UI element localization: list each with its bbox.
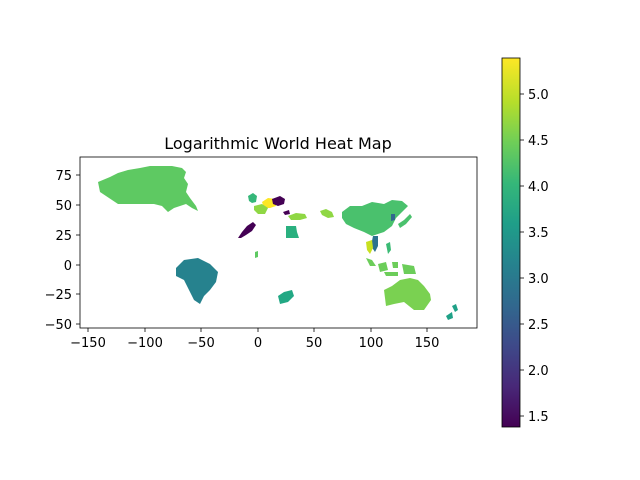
colorbar-tick-label: 2.0 <box>528 364 549 379</box>
region-eastern-europe-2 <box>283 210 290 215</box>
region-morocco <box>238 222 256 238</box>
region-iceland <box>248 193 257 203</box>
y-tick-label: −25 <box>45 288 72 303</box>
colorbar-frame <box>501 57 521 428</box>
x-tick-label: 0 <box>254 336 262 351</box>
colorbar-tick-label: 3.0 <box>528 272 549 287</box>
colorbar-tick-label: 4.5 <box>528 134 549 149</box>
region-turkey <box>288 213 307 220</box>
y-axis: 75 50 25 0 −25 −50 <box>45 169 80 333</box>
colorbar-gradient <box>502 58 520 427</box>
region-central-asia <box>320 209 334 218</box>
x-tick-label: 100 <box>359 336 384 351</box>
y-tick-label: 50 <box>55 199 72 214</box>
y-tick-label: 25 <box>55 229 72 244</box>
y-tick-label: 0 <box>64 259 72 274</box>
region-indonesia <box>366 258 416 276</box>
y-tick-label: −50 <box>45 318 72 333</box>
region-brazil <box>176 258 218 304</box>
x-tick-label: −100 <box>127 336 163 351</box>
region-japan <box>398 214 412 228</box>
region-korea <box>391 214 395 221</box>
region-egypt <box>286 226 299 238</box>
x-axis: −150 −100 −50 0 50 100 150 <box>70 328 439 351</box>
colorbar-tick-label: 5.0 <box>528 88 549 103</box>
region-southern-africa <box>278 290 294 304</box>
colorbar-tick-label: 4.0 <box>528 180 549 195</box>
x-tick-label: −150 <box>70 336 106 351</box>
map-regions <box>98 166 458 320</box>
region-western-europe <box>254 204 268 214</box>
x-tick-label: 150 <box>415 336 440 351</box>
region-philippines <box>386 242 391 254</box>
y-tick-label: 75 <box>55 169 72 184</box>
chart-title: Logarithmic World Heat Map <box>164 134 391 153</box>
region-thailand <box>366 240 373 254</box>
colorbar-tick-label: 3.5 <box>528 226 549 241</box>
region-australia <box>384 278 431 310</box>
region-gulf-of-guinea <box>255 251 258 258</box>
region-china <box>342 200 408 236</box>
x-tick-label: 50 <box>306 336 323 351</box>
plot-frame <box>79 156 478 329</box>
colorbar-tick-label: 1.5 <box>528 410 549 425</box>
region-canada <box>98 166 198 212</box>
colorbar-tick-label: 2.5 <box>528 318 549 333</box>
x-tick-label: −50 <box>187 336 214 351</box>
region-new-zealand <box>446 304 458 320</box>
region-eastern-europe <box>272 196 285 206</box>
colorbar: 5.0 4.5 4.0 3.5 3.0 2.5 2.0 1.5 <box>501 57 549 428</box>
